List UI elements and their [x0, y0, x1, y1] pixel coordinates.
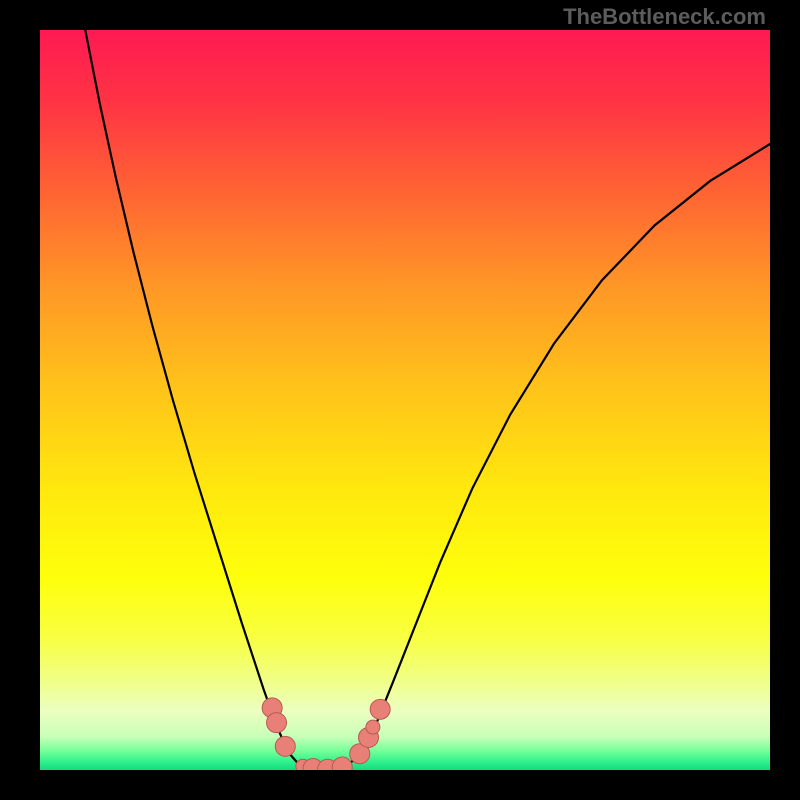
bottleneck-curve	[40, 30, 770, 770]
curve-marker	[275, 736, 295, 756]
plot-area	[40, 30, 770, 770]
curve-marker	[267, 713, 287, 733]
curve-marker	[366, 720, 380, 734]
watermark-text: TheBottleneck.com	[563, 4, 766, 30]
curve-marker	[332, 757, 352, 770]
chart-frame: TheBottleneck.com	[0, 0, 800, 800]
curve-marker	[370, 699, 390, 719]
